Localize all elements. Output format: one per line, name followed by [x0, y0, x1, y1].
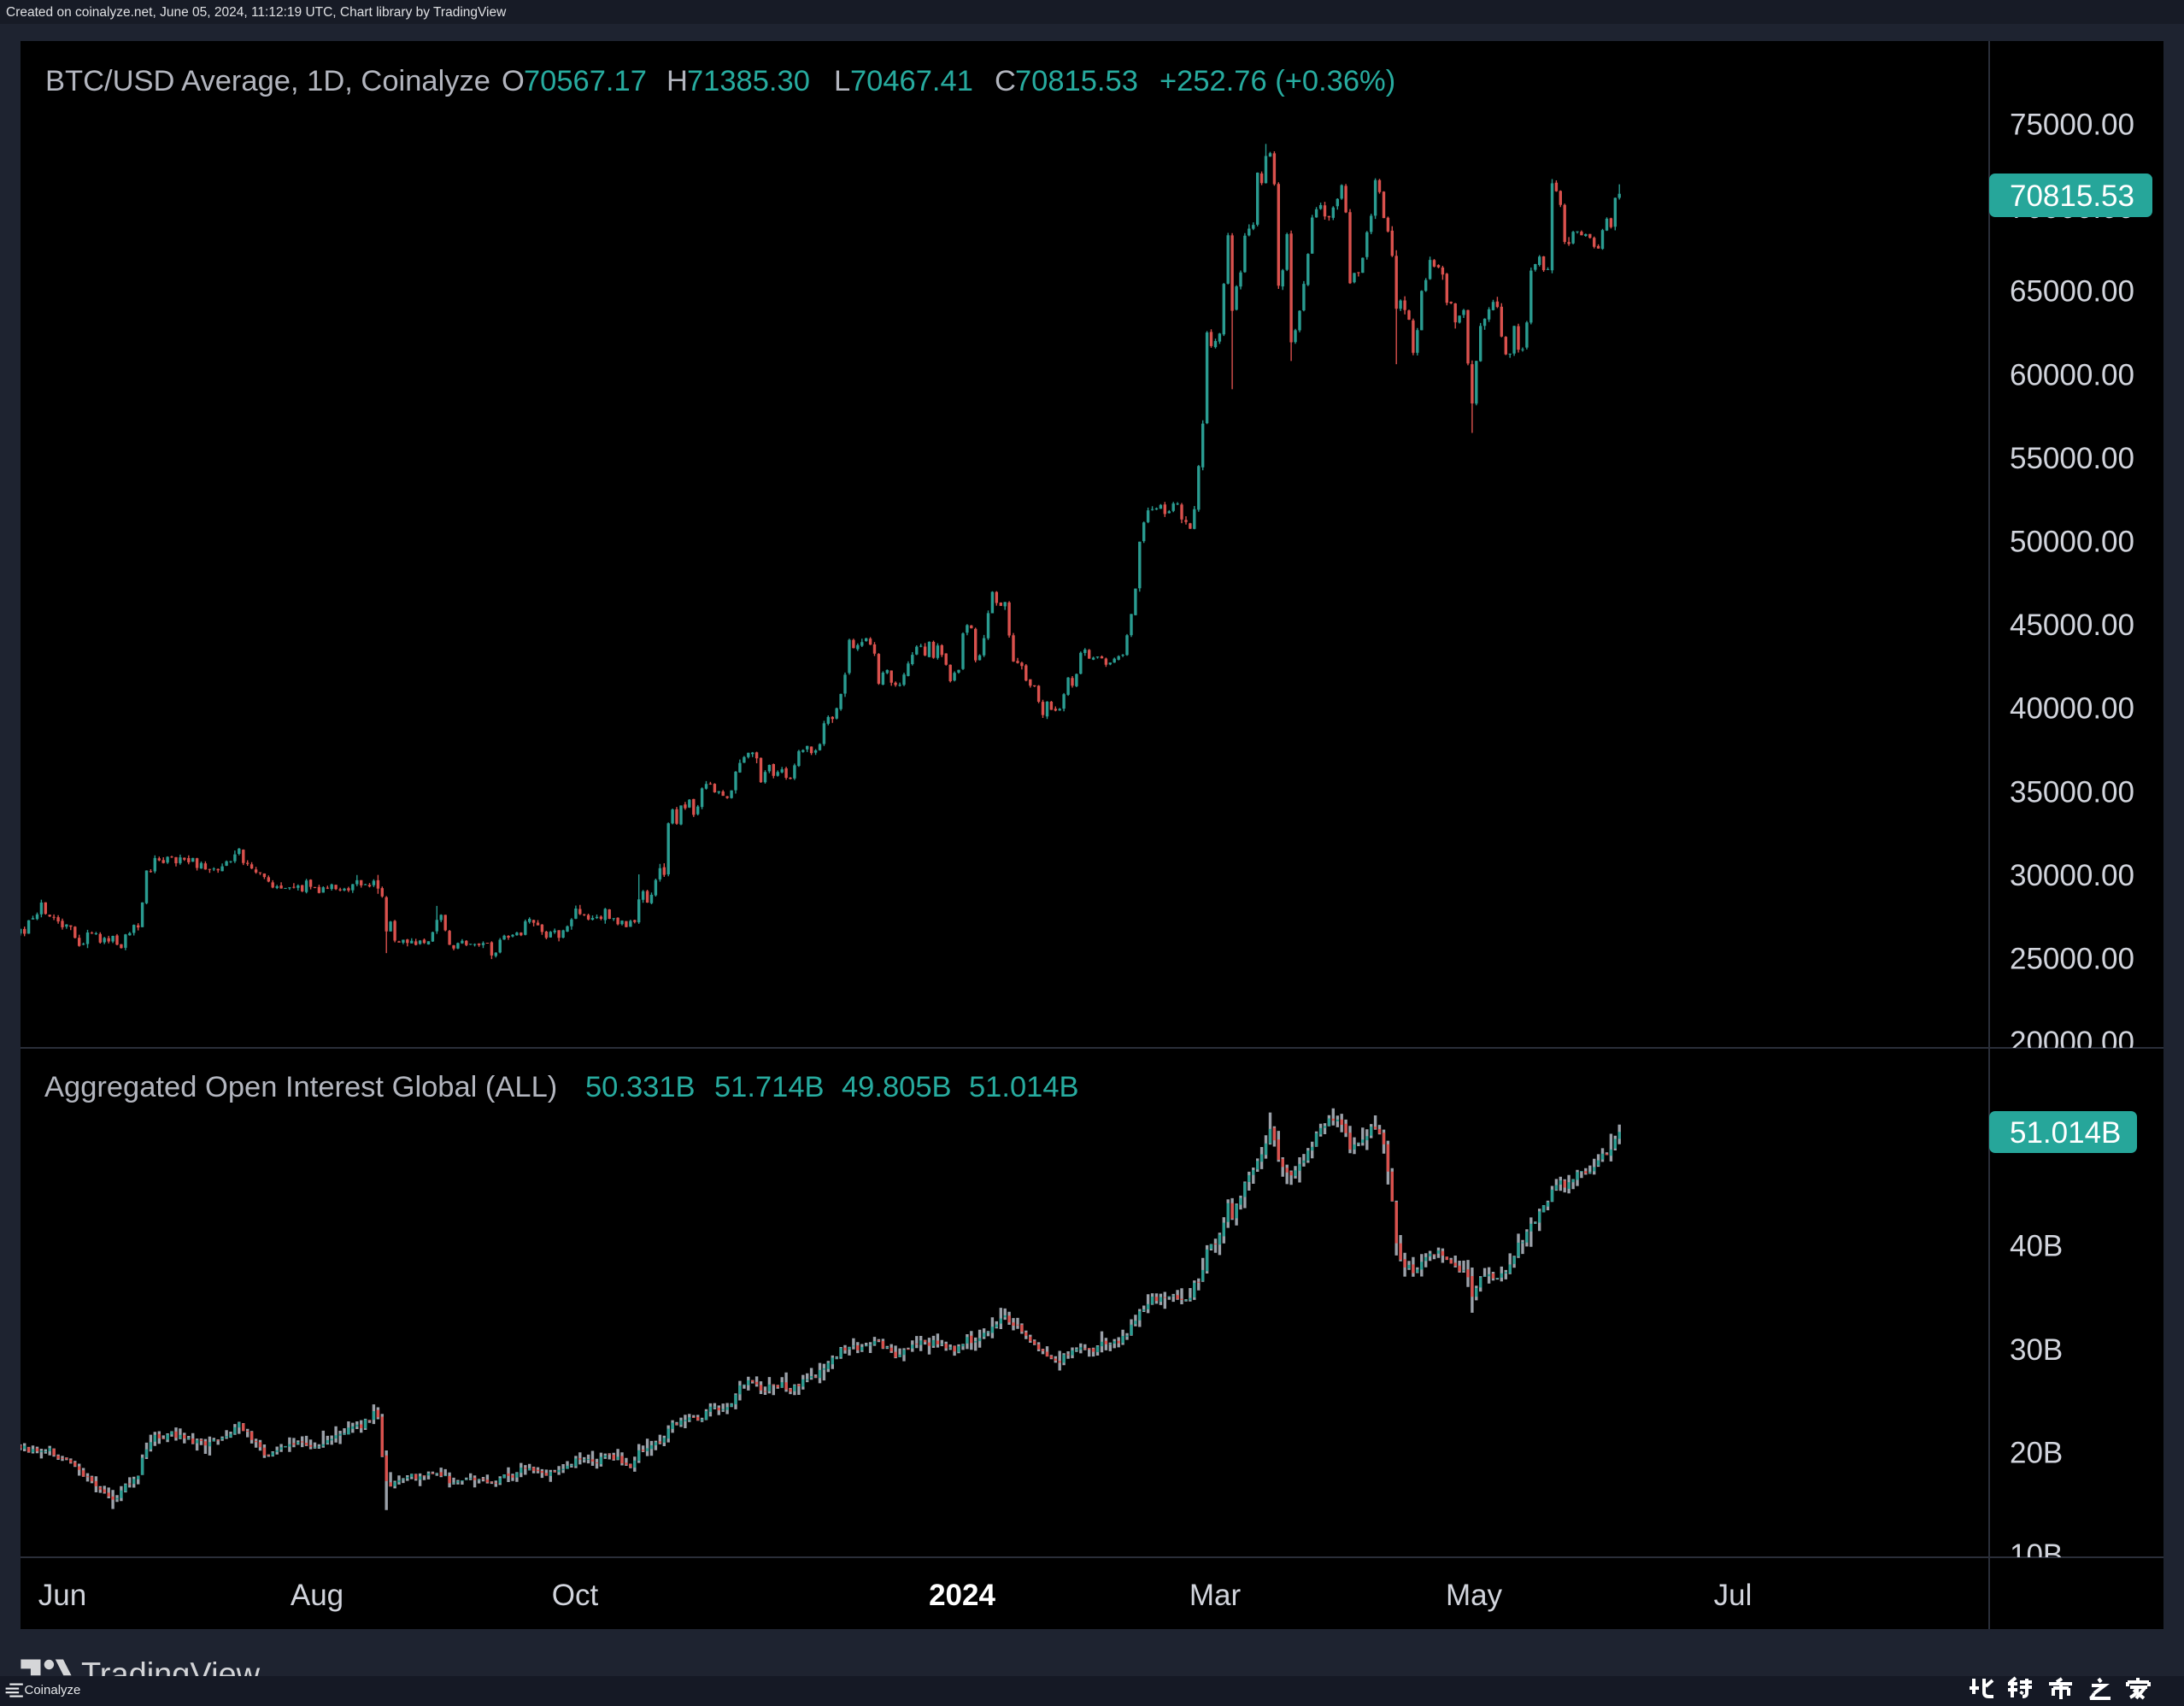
svg-text:50000.00: 50000.00 [2010, 526, 2134, 559]
svg-text:75000.00: 75000.00 [2010, 109, 2134, 142]
svg-text:60000.00: 60000.00 [2010, 358, 2134, 391]
svg-text:30000.00: 30000.00 [2010, 859, 2134, 892]
svg-text:30B: 30B [2010, 1333, 2063, 1367]
svg-text:51.014B: 51.014B [2010, 1116, 2121, 1150]
svg-text:45000.00: 45000.00 [2010, 609, 2134, 642]
svg-text:10B: 10B [2010, 1538, 2063, 1572]
svg-text:Aggregated Open Interest Globa: Aggregated Open Interest Global (ALL) [44, 1071, 557, 1103]
svg-text:Mar: Mar [1189, 1579, 1242, 1612]
svg-text:Oct: Oct [552, 1579, 599, 1612]
svg-text:20B: 20B [2010, 1437, 2063, 1470]
svg-text:20000.00: 20000.00 [2010, 1026, 2134, 1059]
svg-text:Coinalyze: Coinalyze [25, 1683, 81, 1697]
svg-text:Aug: Aug [291, 1579, 343, 1612]
svg-text:May: May [1446, 1579, 1503, 1612]
svg-text:25000.00: 25000.00 [2010, 943, 2134, 976]
svg-text:Jul: Jul [1714, 1579, 1752, 1612]
svg-text:BTC/USD Average, 1D, Coinalyze: BTC/USD Average, 1D, Coinalyze O H L C [45, 65, 1016, 97]
svg-text:55000.00: 55000.00 [2010, 442, 2134, 475]
svg-text:Jun: Jun [38, 1579, 86, 1612]
svg-text:35000.00: 35000.00 [2010, 775, 2134, 809]
svg-text:Created on coinalyze.net, June: Created on coinalyze.net, June 05, 2024,… [6, 5, 507, 20]
svg-text:40B: 40B [2010, 1230, 2063, 1263]
svg-text:40000.00: 40000.00 [2010, 692, 2134, 726]
svg-text:65000.00: 65000.00 [2010, 275, 2134, 309]
svg-text:2024: 2024 [929, 1579, 995, 1612]
svg-text:70815.53: 70815.53 [2010, 179, 2134, 213]
